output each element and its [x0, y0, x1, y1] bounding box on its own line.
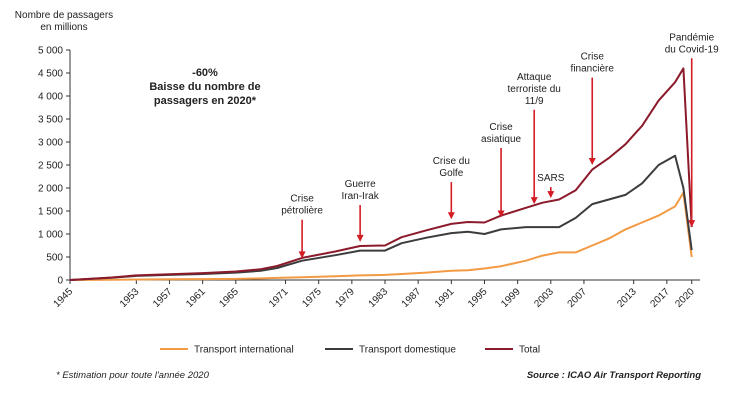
y-tick-label: 2 000 — [38, 184, 63, 195]
x-tick-label: 1971 — [267, 286, 291, 310]
y-axis-title: Nombre de passagers en millions — [4, 10, 124, 34]
y-tick-label: 4 000 — [38, 92, 63, 103]
legend-label-0: Transport international — [194, 345, 294, 356]
x-tick-label: 1991 — [433, 286, 457, 310]
y-tick-label: 4 500 — [38, 69, 63, 80]
annotation-arrowhead-0 — [298, 251, 306, 259]
y-tick-label: 1 000 — [38, 230, 63, 241]
legend-label-1: Transport domestique — [359, 345, 456, 356]
highlight-line-1: -60% — [192, 67, 218, 79]
annotation-label-6: Crise — [581, 52, 605, 63]
annotation-label-2: Golfe — [439, 168, 463, 179]
x-tick-label: 1975 — [300, 286, 324, 310]
annotation-label-7: Pandémie — [669, 32, 714, 43]
series-group — [69, 67, 693, 281]
series-line-1 — [69, 154, 693, 281]
annotation-arrowhead-3 — [497, 210, 505, 218]
y-tick-label: 1 500 — [38, 207, 63, 218]
y-tick-label: 0 — [57, 276, 63, 287]
y-axis-title-line-2: en millions — [40, 22, 88, 33]
annotation-label-7: du Covid-19 — [665, 44, 719, 55]
annotation-label-4: terroriste du — [508, 84, 561, 95]
y-tick-label: 5 000 — [38, 46, 63, 57]
x-tick-label: 2020 — [673, 286, 697, 310]
highlight-callout: -60% Baisse du nombre de passagers en 20… — [120, 66, 290, 108]
annotation-label-0: pétrolière — [281, 206, 323, 217]
annotation-label-2: Crise du — [433, 156, 470, 167]
series-line-0 — [69, 191, 693, 281]
annotation-arrowhead-2 — [447, 212, 455, 220]
legend: Transport international Transport domesti… — [160, 345, 540, 356]
x-tick-label: 2007 — [566, 286, 590, 310]
x-tick-label: 1953 — [118, 286, 142, 310]
annotation-label-6: financière — [571, 64, 615, 75]
y-axis-title-line-1: Nombre de passagers — [14, 10, 114, 21]
annotation-label-1: Guerre — [345, 179, 377, 190]
annotation-label-5: SARS — [537, 173, 565, 184]
x-tick-label: 1995 — [466, 286, 490, 310]
highlight-line-2: Baisse du nombre de — [149, 81, 261, 93]
annotation-label-4: Attaque — [517, 72, 552, 83]
x-tick-label: 1999 — [499, 286, 523, 310]
annotation-label-1: Iran-Irak — [342, 191, 380, 202]
axes: 0 500 1 000 1 500 2 000 2 500 3 000 3 500 4 000 4… — [38, 46, 700, 310]
annotation-label-0: Crise — [290, 194, 314, 205]
x-tick-label: 1961 — [184, 286, 208, 310]
y-tick-label: 2 500 — [38, 161, 63, 172]
annotation-arrowhead-6 — [588, 158, 596, 165]
x-tick-label: 1957 — [151, 286, 175, 310]
annotation-arrowhead-5 — [547, 191, 555, 199]
annotation-arrowhead-1 — [356, 234, 364, 242]
series-line-2 — [69, 67, 693, 281]
annotation-label-3: Crise — [489, 122, 513, 133]
footnote: * Estimation pour toute l'année 2020 — [56, 370, 209, 381]
annotation-arrowhead-7 — [688, 220, 696, 228]
x-tick-label: 2017 — [648, 286, 672, 310]
annotation-label-4: 11/9 — [525, 96, 544, 107]
x-tick-label: 1979 — [333, 286, 357, 310]
x-tick-label: 2013 — [615, 286, 639, 310]
legend-label-2: Total — [519, 345, 540, 356]
x-tick-label: 1987 — [400, 286, 424, 310]
annotation-arrowhead-4 — [530, 197, 538, 205]
source-note: Source : ICAO Air Transport Reporting — [526, 370, 701, 381]
y-tick-label: 3 000 — [38, 138, 63, 149]
y-tick-label: 500 — [46, 253, 63, 264]
x-tick-label: 1983 — [367, 286, 391, 310]
x-tick-label: 1965 — [217, 286, 241, 310]
annotation-label-3: asiatique — [481, 134, 521, 145]
x-tick-label: 2003 — [532, 286, 556, 310]
x-tick-label: 1945 — [52, 286, 76, 310]
highlight-line-3: passagers en 2020* — [153, 95, 257, 107]
y-tick-label: 3 500 — [38, 115, 63, 126]
